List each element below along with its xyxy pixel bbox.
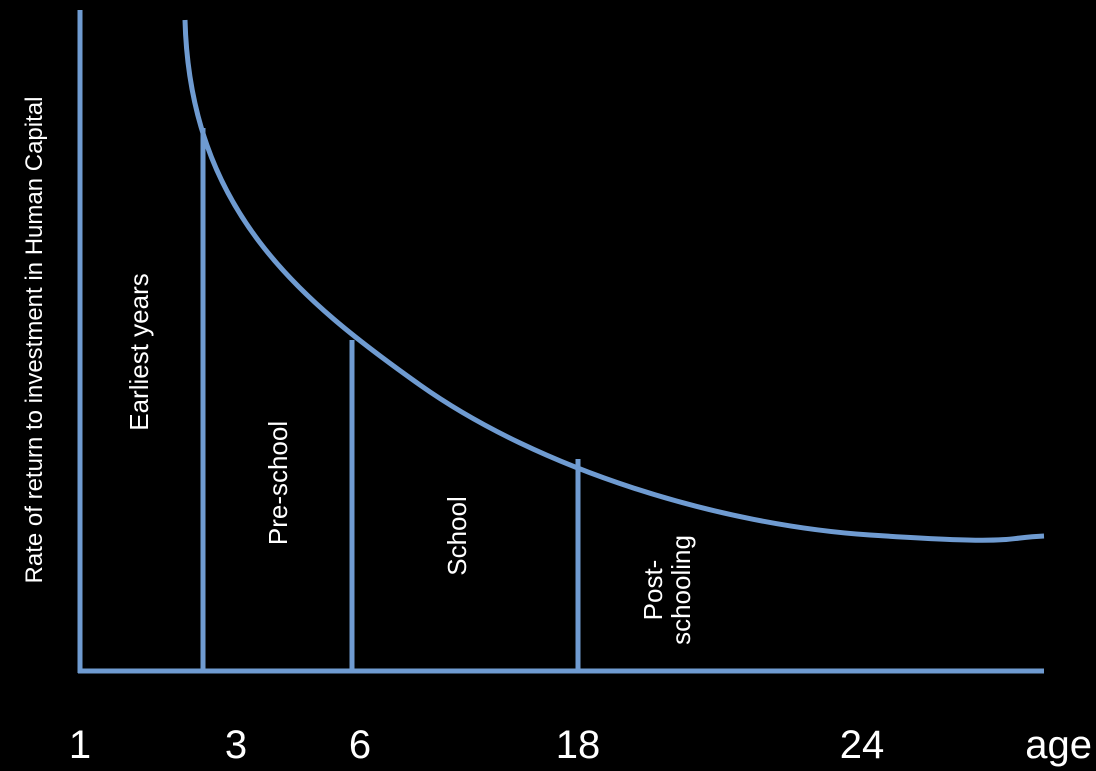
region-label-pre-school: Pre-school [263, 421, 293, 545]
x-axis-label: age [1025, 723, 1092, 767]
region-label-post: Post- [638, 560, 668, 621]
return-curve [182, 19, 1045, 543]
x-tick-label-1: 1 [69, 723, 91, 767]
region-label-schooling: schooling [666, 535, 696, 645]
x-tick-label-6: 6 [349, 723, 371, 767]
region-label-school: School [442, 496, 472, 576]
x-tick-label-24: 24 [840, 723, 885, 767]
y-axis-label: Rate of return to investment in Human Ca… [21, 97, 48, 584]
region-label-earliest-years: Earliest years [124, 273, 154, 431]
x-tick-label-18: 18 [556, 723, 601, 767]
x-tick-label-3: 3 [225, 723, 247, 767]
